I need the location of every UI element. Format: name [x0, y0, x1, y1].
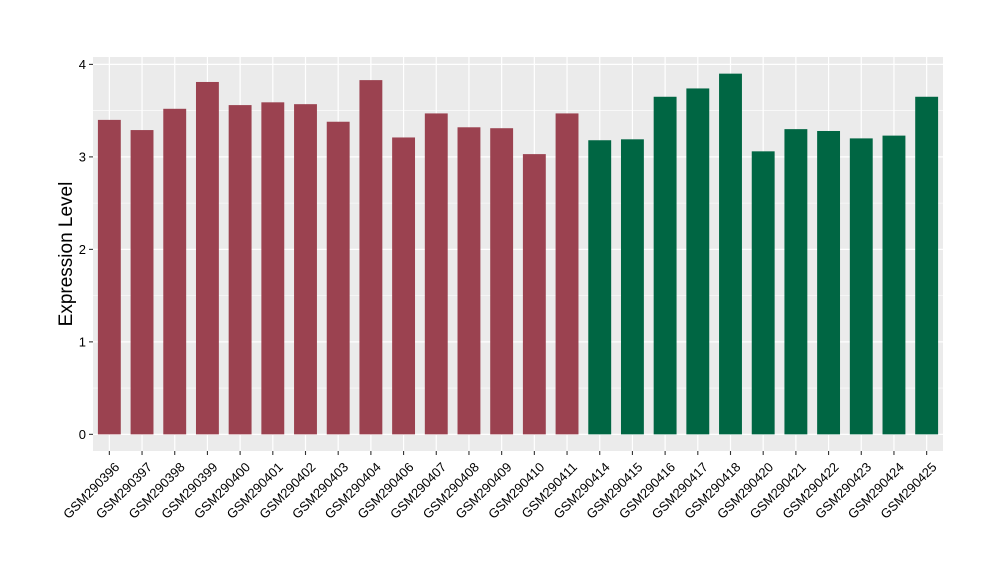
bar-GSM290398 — [163, 108, 187, 435]
bar-GSM290407 — [424, 113, 448, 435]
bar-GSM290421 — [784, 129, 808, 435]
bar-GSM290410 — [522, 154, 546, 435]
bar-GSM290408 — [457, 127, 481, 435]
bar-GSM290422 — [817, 130, 841, 435]
bar-GSM290417 — [686, 88, 710, 435]
y-tick-label: 0 — [79, 427, 86, 442]
bar-GSM290418 — [719, 73, 742, 435]
bar-GSM290423 — [849, 138, 873, 435]
y-axis-title: Expression Level — [56, 182, 77, 327]
bar-GSM290409 — [490, 128, 514, 435]
bar-layer — [97, 73, 939, 435]
bar-GSM290397 — [130, 130, 154, 435]
bar-GSM290415 — [620, 139, 644, 435]
bar-GSM290396 — [97, 119, 121, 435]
bar-GSM290399 — [195, 81, 219, 435]
bar-GSM290403 — [326, 121, 350, 435]
y-tick-label: 1 — [79, 334, 86, 349]
bar-GSM290416 — [653, 96, 677, 435]
bar-GSM290414 — [588, 140, 612, 435]
bar-GSM290411 — [555, 113, 579, 435]
bar-GSM290404 — [359, 80, 383, 435]
bar-GSM290402 — [294, 104, 317, 435]
x-axis: GSM290396GSM290397GSM290398GSM290399GSM2… — [60, 451, 940, 522]
bar-GSM290425 — [915, 96, 939, 435]
y-tick-label: 4 — [79, 57, 86, 72]
bar-GSM290420 — [751, 151, 775, 435]
y-tick-label: 3 — [79, 149, 86, 164]
plot-panel — [93, 57, 943, 451]
bar-GSM290424 — [882, 135, 906, 435]
y-tick-label: 2 — [79, 242, 86, 257]
bar-GSM290406 — [392, 137, 416, 435]
bar-GSM290400 — [228, 105, 252, 435]
y-axis: 0 1 2 3 4 — [79, 57, 93, 442]
bar-GSM290401 — [261, 102, 285, 435]
